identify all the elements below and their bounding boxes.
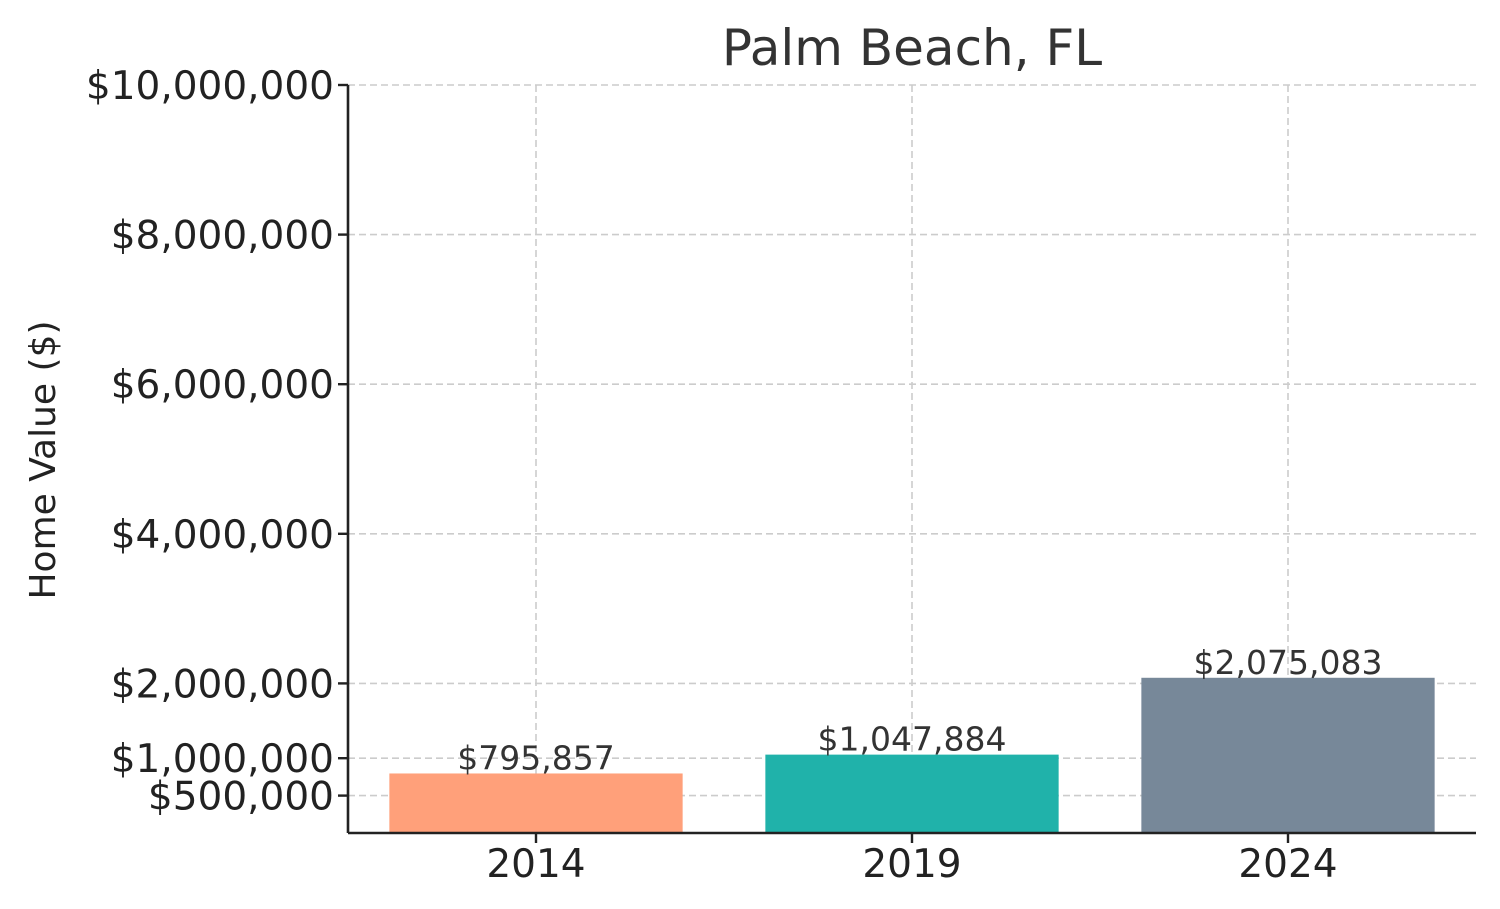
y-tick-label: $1,000,000 <box>111 737 334 782</box>
x-ticks: 2014 2019 2024 <box>486 833 1338 887</box>
y-tick-label: $6,000,000 <box>111 363 334 408</box>
y-axis-label: Home Value ($) <box>23 320 64 599</box>
data-labels: $795,857 $1,047,884 $2,075,083 <box>457 643 1382 778</box>
chart-title: Palm Beach, FL <box>722 19 1102 77</box>
x-tick-label: 2014 <box>486 842 585 887</box>
y-tick-label: $4,000,000 <box>111 513 334 558</box>
bar <box>389 773 683 833</box>
bar-value-label: $1,047,884 <box>818 720 1007 759</box>
bar-value-label: $795,857 <box>457 738 614 777</box>
y-tick-label: $10,000,000 <box>86 64 334 109</box>
y-tick-label: $8,000,000 <box>111 214 334 259</box>
y-ticks: $500,000$1,000,000 $2,000,000 $4,000,000 $6… <box>86 64 348 820</box>
bars <box>389 677 1435 833</box>
y-tick-label: $500,000 <box>148 775 334 820</box>
x-tick-label: 2024 <box>1238 842 1337 887</box>
x-tick-label: 2019 <box>862 842 961 887</box>
bar <box>1141 677 1435 833</box>
bar <box>765 754 1059 833</box>
y-tick-label: $2,000,000 <box>111 662 334 707</box>
grid <box>348 84 1476 833</box>
bar-value-label: $2,075,083 <box>1194 643 1383 682</box>
